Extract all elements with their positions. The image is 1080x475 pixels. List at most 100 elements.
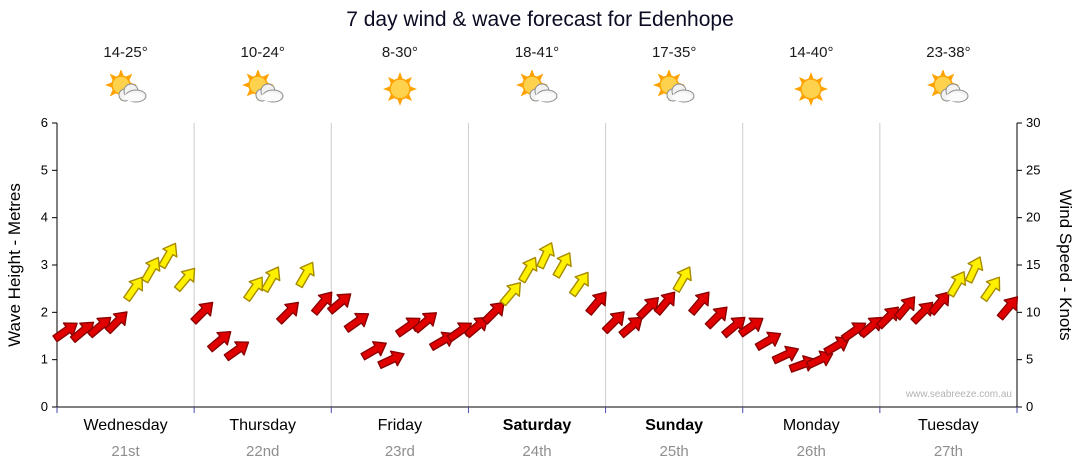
wind-arrow [173,267,196,293]
wind-arrow [481,301,505,325]
sun-ray [799,76,808,85]
day-temperature: 17-35° [651,44,697,61]
day-name: Wednesday [83,417,168,434]
wind-arrow [636,297,659,320]
right-tick-label: 20 [1026,210,1040,225]
wind-arrow [206,331,232,353]
wind-arrow [996,296,1019,321]
sun-ray [408,86,417,92]
sun-ray [396,72,403,80]
wind-arrow [499,281,521,307]
wind-arrow [585,291,607,316]
cloud [940,83,969,103]
cloud [529,83,558,103]
wind-arrow [518,256,538,284]
day-temperature: 14-25° [103,44,148,61]
day-date: 25th [659,443,689,460]
sun-ray [261,73,270,82]
sun-ray [246,88,255,97]
wind-arrow [243,276,264,303]
sun-ray [387,76,396,85]
sun-ray [396,98,403,106]
left-tick-label: 0 [41,399,48,414]
wind-arrow [754,331,782,351]
sun-icon [376,70,424,113]
wind-arrow [310,291,333,316]
day-name: Sunday [645,417,704,434]
left-tick-label: 4 [41,210,48,225]
wind-arrow [464,316,489,339]
sun-ray [109,73,118,82]
sun-ray [653,82,662,88]
cloud [255,83,284,103]
wind-arrow [104,311,128,335]
sun-ray [387,93,396,102]
wind-arrow [771,345,799,365]
day-date: 22nd [246,443,280,460]
wind-arrow [343,312,370,333]
sun-ray [932,73,940,82]
wind-arrow [568,271,589,298]
sun-disc [800,78,823,100]
wind-arrow [601,311,625,335]
day-name: Friday [377,417,423,434]
sun-ray [657,73,666,82]
wind-arrow [618,316,643,339]
wind-arrow [276,301,299,325]
wind-arrow [261,266,281,293]
sun-ray [799,93,808,102]
sun-cloud-icon [239,69,287,113]
right-tick-label: 5 [1026,352,1033,367]
sun-ray [254,69,261,77]
sun-ray [808,98,815,106]
cloud [118,83,147,103]
sun-ray [109,88,118,97]
wind-arrow [158,242,178,270]
sun-ray [382,86,391,92]
sun-ray [404,76,412,85]
sun-ray [946,73,955,82]
wind-arrow [360,341,387,361]
sun-ray [241,82,250,88]
sun-ray [246,73,255,82]
sun-icon [787,70,835,113]
sun-ray [117,69,124,77]
wind-arrow [688,291,710,316]
sun-ray [657,88,666,97]
sun-ray [815,76,824,85]
sun-cloud-icon [924,69,972,113]
sun-ray [808,72,815,80]
sun-ray [535,73,544,82]
wind-arrow [552,252,572,279]
sun-ray [794,86,803,92]
wind-arrow [805,350,834,370]
sun-cloud-icon [513,69,561,113]
wind-arrow [980,276,1001,303]
sun-cloud-icon [650,69,698,113]
sun-ray [820,86,829,92]
left-tick-label: 5 [41,162,48,177]
right-tick-label: 10 [1026,304,1040,319]
wind-arrow [52,322,78,343]
wind-arrow [190,301,214,325]
wind-arrow [295,261,315,289]
sun-ray [516,82,524,88]
left-tick-label: 1 [41,352,48,367]
wind-arrow [964,256,984,284]
left-tick-label: 3 [41,257,48,272]
sun-ray [940,69,947,77]
sun-ray [529,69,535,77]
day-date: 26th [796,443,826,460]
day-date: 27th [933,443,964,460]
sun-ray [932,88,940,97]
wind-arrow [412,312,438,334]
sun-ray [104,82,113,88]
sun-ray [124,73,132,82]
wind-arrow [737,317,764,338]
wind-arrow [653,291,676,316]
day-temperature: 23-38° [926,44,971,61]
wind-arrow [704,306,728,330]
left-tick-label: 2 [41,304,48,319]
cloud [666,83,695,103]
